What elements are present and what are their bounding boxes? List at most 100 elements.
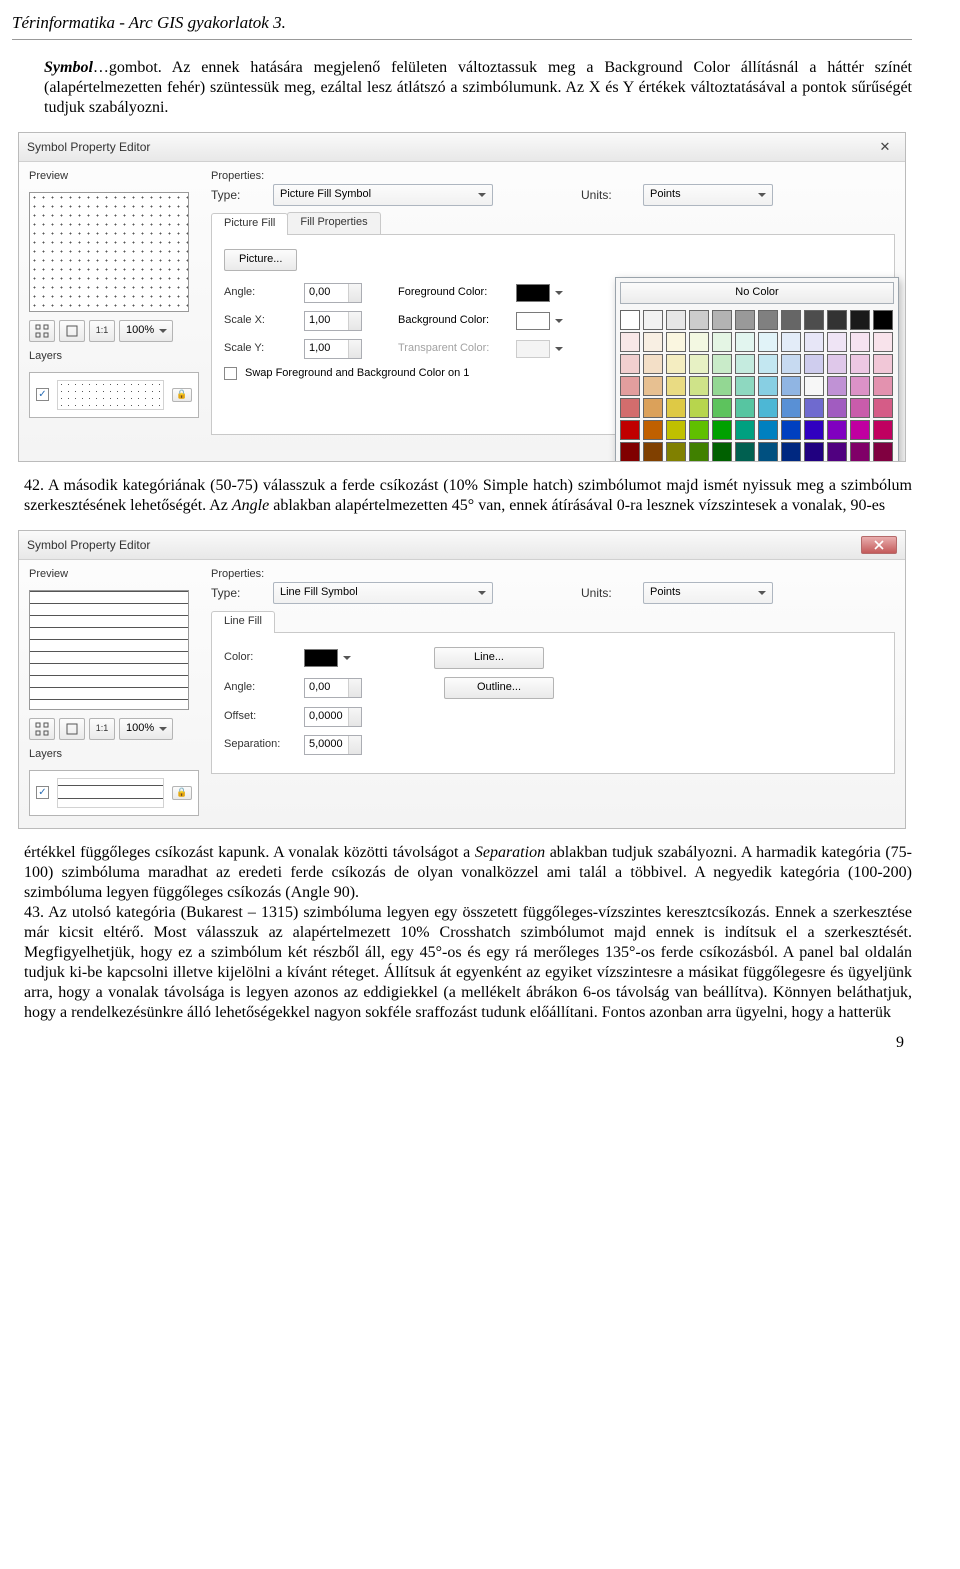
color-swatch-cell[interactable] (620, 354, 640, 374)
color-swatch-cell[interactable] (758, 310, 778, 330)
color-swatch-cell[interactable] (689, 354, 709, 374)
color-swatch-cell[interactable] (712, 310, 732, 330)
color-swatch-cell[interactable] (827, 376, 847, 396)
color-swatch-cell[interactable] (735, 376, 755, 396)
color-swatch-cell[interactable] (735, 332, 755, 352)
color-swatch-cell[interactable] (666, 420, 686, 440)
color-swatch-cell[interactable] (643, 310, 663, 330)
color-swatch-cell[interactable] (850, 332, 870, 352)
type-dropdown[interactable]: Line Fill Symbol (273, 582, 493, 604)
color-swatch-cell[interactable] (873, 376, 893, 396)
color-swatch-cell[interactable] (712, 420, 732, 440)
color-swatch-cell[interactable] (689, 420, 709, 440)
color-swatch-cell[interactable] (666, 376, 686, 396)
scalex-input[interactable]: 1,00 (304, 311, 362, 331)
color-swatch-cell[interactable] (620, 310, 640, 330)
units-dropdown[interactable]: Points (643, 184, 773, 206)
color-swatch-cell[interactable] (850, 354, 870, 374)
color-swatch-cell[interactable] (827, 442, 847, 462)
color-swatch-cell[interactable] (758, 354, 778, 374)
color-swatch-cell[interactable] (850, 442, 870, 462)
color-swatch-cell[interactable] (643, 332, 663, 352)
outline-button[interactable]: Outline... (444, 677, 554, 699)
color-swatch-cell[interactable] (850, 310, 870, 330)
color-swatch-cell[interactable] (781, 332, 801, 352)
offset-input[interactable]: 0,0000 (304, 707, 362, 727)
color-swatch-cell[interactable] (850, 376, 870, 396)
separation-input[interactable]: 5,0000 (304, 735, 362, 755)
preview-tool-1to1[interactable]: 1:1 (89, 320, 115, 342)
color-swatch-cell[interactable] (643, 376, 663, 396)
scaley-input[interactable]: 1,00 (304, 339, 362, 359)
layer-strip[interactable] (57, 380, 164, 410)
color-swatch-cell[interactable] (781, 376, 801, 396)
color-swatch-cell[interactable] (758, 442, 778, 462)
color-swatch-cell[interactable] (850, 398, 870, 418)
color-swatch-cell[interactable] (712, 442, 732, 462)
tab-fill-properties[interactable]: Fill Properties (287, 212, 380, 234)
preview-tool-1to1[interactable]: 1:1 (89, 718, 115, 740)
color-swatch-cell[interactable] (781, 420, 801, 440)
color-swatch-cell[interactable] (804, 332, 824, 352)
color-swatch-cell[interactable] (873, 398, 893, 418)
color-swatch-cell[interactable] (781, 354, 801, 374)
color-swatch-cell[interactable] (804, 376, 824, 396)
color-swatch-cell[interactable] (735, 420, 755, 440)
color-swatch-cell[interactable] (873, 354, 893, 374)
color-swatch-cell[interactable] (666, 310, 686, 330)
layer-strip[interactable] (57, 778, 164, 808)
color-swatch-cell[interactable] (735, 310, 755, 330)
color-swatch-cell[interactable] (758, 398, 778, 418)
color-swatch-cell[interactable] (781, 310, 801, 330)
color-swatch-cell[interactable] (850, 420, 870, 440)
zoom-dropdown[interactable]: 100% (119, 320, 173, 342)
color-swatch-cell[interactable] (620, 442, 640, 462)
color-swatch-cell[interactable] (758, 376, 778, 396)
color-swatch-cell[interactable] (873, 310, 893, 330)
color-swatch-cell[interactable] (804, 442, 824, 462)
preview-tool-2[interactable] (59, 718, 85, 740)
swap-checkbox[interactable] (224, 367, 237, 380)
color-swatch-cell[interactable] (689, 332, 709, 352)
color-swatch-cell[interactable] (643, 420, 663, 440)
close-icon[interactable]: ✕ (873, 138, 897, 156)
color-swatch-cell[interactable] (689, 376, 709, 396)
color-swatch-cell[interactable] (827, 398, 847, 418)
color-swatch-cell[interactable] (666, 332, 686, 352)
color-swatch-cell[interactable] (804, 310, 824, 330)
color-swatch-cell[interactable] (827, 420, 847, 440)
color-swatch-cell[interactable] (712, 376, 732, 396)
color-swatch-cell[interactable] (620, 398, 640, 418)
color-swatch-cell[interactable] (758, 332, 778, 352)
color-swatch[interactable] (304, 649, 338, 667)
preview-tool-2[interactable] (59, 320, 85, 342)
preview-tool-1[interactable] (29, 718, 55, 740)
color-swatch-cell[interactable] (735, 398, 755, 418)
units-dropdown[interactable]: Points (643, 582, 773, 604)
no-color-button[interactable]: No Color (620, 282, 894, 304)
color-swatch-cell[interactable] (781, 442, 801, 462)
bg-color-swatch[interactable] (516, 312, 550, 330)
color-swatch-cell[interactable] (666, 354, 686, 374)
color-swatch-cell[interactable] (643, 354, 663, 374)
color-swatch-cell[interactable] (758, 420, 778, 440)
color-swatch-cell[interactable] (689, 310, 709, 330)
color-swatch-cell[interactable] (643, 442, 663, 462)
color-swatch-cell[interactable] (689, 442, 709, 462)
color-swatch-cell[interactable] (712, 332, 732, 352)
color-swatch-cell[interactable] (689, 398, 709, 418)
zoom-dropdown[interactable]: 100% (119, 718, 173, 740)
type-dropdown[interactable]: Picture Fill Symbol (273, 184, 493, 206)
color-swatch-cell[interactable] (827, 354, 847, 374)
color-swatch-cell[interactable] (873, 420, 893, 440)
color-swatch-cell[interactable] (666, 442, 686, 462)
color-swatch-cell[interactable] (666, 398, 686, 418)
color-swatch-cell[interactable] (712, 354, 732, 374)
layer-visible-checkbox[interactable]: ✓ (36, 786, 49, 799)
color-swatch-cell[interactable] (620, 376, 640, 396)
color-swatch-cell[interactable] (735, 442, 755, 462)
layer-lock-icon[interactable]: 🔒 (172, 388, 192, 402)
layer-lock-icon[interactable]: 🔒 (172, 786, 192, 800)
color-swatch-cell[interactable] (873, 442, 893, 462)
color-swatch-cell[interactable] (873, 332, 893, 352)
